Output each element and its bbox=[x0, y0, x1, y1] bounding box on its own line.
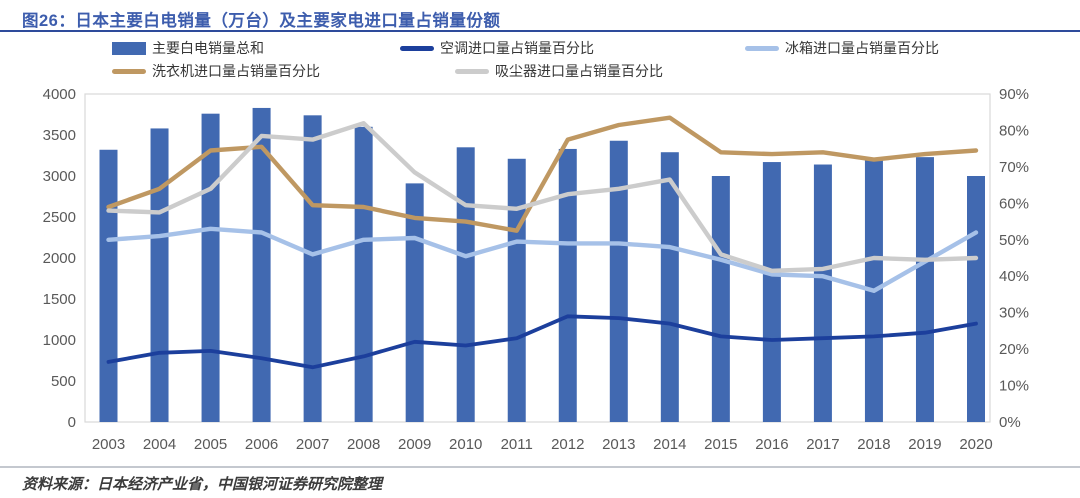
vacuum-import-line bbox=[106, 120, 979, 273]
legend-item-total-sales: 主要白电销量总和 bbox=[112, 40, 264, 56]
bar-2019 bbox=[915, 157, 934, 422]
bar-2003 bbox=[99, 149, 118, 422]
line-swatch-icon bbox=[455, 68, 489, 74]
chart-title: 图26：日本主要白电销量（万台）及主要家电进口量占销量份额 bbox=[22, 12, 501, 30]
bar-2014 bbox=[660, 152, 679, 422]
bar-swatch-icon bbox=[112, 41, 146, 55]
line-swatch-icon bbox=[112, 68, 146, 74]
x-axis-tick: 2015 bbox=[704, 436, 737, 453]
footer-divider bbox=[0, 466, 1080, 468]
legend-item-washer-import: 洗衣机进口量占销量百分比 bbox=[112, 63, 320, 79]
x-axis-tick: 2012 bbox=[551, 436, 584, 453]
washer-import-line bbox=[106, 115, 979, 233]
x-axis-tick: 2016 bbox=[755, 436, 788, 453]
bar-2013 bbox=[609, 140, 628, 423]
legend-label: 洗衣机进口量占销量百分比 bbox=[152, 63, 320, 79]
legend-item-fridge-import: 冰箱进口量占销量百分比 bbox=[745, 40, 939, 56]
y-axis-left-tick: 0 bbox=[68, 414, 76, 431]
bar-2020 bbox=[967, 176, 985, 422]
bar-2007 bbox=[303, 115, 322, 422]
x-axis-tick: 2007 bbox=[296, 436, 329, 453]
y-axis-right-tick: 40% bbox=[999, 268, 1029, 285]
x-axis-tick: 2003 bbox=[92, 436, 125, 453]
ac-import-line bbox=[106, 314, 978, 370]
x-axis-tick: 2006 bbox=[245, 436, 278, 453]
bar-2015 bbox=[711, 176, 730, 422]
y-axis-left-tick: 1500 bbox=[43, 291, 76, 308]
y-axis-left-tick: 1000 bbox=[43, 332, 76, 349]
plot-border bbox=[84, 93, 991, 423]
x-axis-tick: 2009 bbox=[398, 436, 431, 453]
y-axis-right-tick: 30% bbox=[999, 305, 1029, 322]
bar-2008 bbox=[354, 126, 373, 423]
x-axis-tick: 2005 bbox=[194, 436, 227, 453]
y-axis-left-tick: 4000 bbox=[43, 86, 76, 103]
x-axis-tick: 2019 bbox=[908, 436, 941, 453]
title-divider bbox=[0, 30, 1080, 32]
x-axis-tick: 2008 bbox=[347, 436, 380, 453]
bar-2005 bbox=[201, 113, 220, 423]
fridge-import-line bbox=[106, 226, 979, 293]
x-axis-tick: 2004 bbox=[143, 436, 176, 453]
bar-2010 bbox=[456, 147, 475, 423]
chart-legend: 主要白电销量总和 空调进口量占销量百分比 冰箱进口量占销量百分比洗衣机进口量占销量百… bbox=[0, 0, 1080, 90]
y-axis-left-tick: 500 bbox=[51, 373, 76, 390]
legend-label: 空调进口量占销量百分比 bbox=[440, 40, 594, 56]
y-axis-right-tick: 60% bbox=[999, 195, 1029, 212]
bar-2017 bbox=[813, 164, 832, 422]
y-axis-left-tick: 3000 bbox=[43, 168, 76, 185]
legend-label: 吸尘器进口量占销量百分比 bbox=[495, 63, 663, 79]
y-axis-left-tick: 2500 bbox=[43, 209, 76, 226]
bar-2004 bbox=[150, 128, 169, 422]
bar-2012 bbox=[558, 148, 577, 422]
bar-2011 bbox=[507, 158, 526, 422]
x-axis-tick: 2020 bbox=[959, 436, 992, 453]
x-axis-tick: 2014 bbox=[653, 436, 686, 453]
bar-2006 bbox=[252, 107, 271, 422]
y-axis-right-tick: 50% bbox=[999, 232, 1029, 249]
y-axis-right-tick: 90% bbox=[999, 86, 1029, 103]
legend-label: 冰箱进口量占销量百分比 bbox=[785, 40, 939, 56]
legend-item-vacuum-import: 吸尘器进口量占销量百分比 bbox=[455, 63, 663, 79]
y-axis-right-tick: 0% bbox=[999, 414, 1021, 431]
y-axis-right-tick: 70% bbox=[999, 159, 1029, 176]
y-axis-left-tick: 2000 bbox=[43, 250, 76, 267]
legend-label: 主要白电销量总和 bbox=[152, 40, 264, 56]
x-axis-tick: 2018 bbox=[857, 436, 890, 453]
y-axis-right-tick: 20% bbox=[999, 341, 1029, 358]
line-swatch-icon bbox=[745, 45, 779, 51]
x-axis-tick: 2013 bbox=[602, 436, 635, 453]
y-axis-left-tick: 3500 bbox=[43, 127, 76, 144]
y-axis-right-tick: 10% bbox=[999, 378, 1029, 395]
bar-2016 bbox=[762, 162, 781, 422]
line-swatch-icon bbox=[400, 45, 434, 51]
x-axis-tick: 2011 bbox=[501, 436, 533, 453]
legend-item-ac-import: 空调进口量占销量百分比 bbox=[400, 40, 594, 56]
bar-2009 bbox=[405, 183, 424, 422]
x-axis-tick: 2017 bbox=[806, 436, 839, 453]
x-axis-tick: 2010 bbox=[449, 436, 482, 453]
y-axis-right-tick: 80% bbox=[999, 122, 1029, 139]
source-note: 资料来源：日本经济产业省，中国银河证券研究院整理 bbox=[22, 477, 383, 493]
